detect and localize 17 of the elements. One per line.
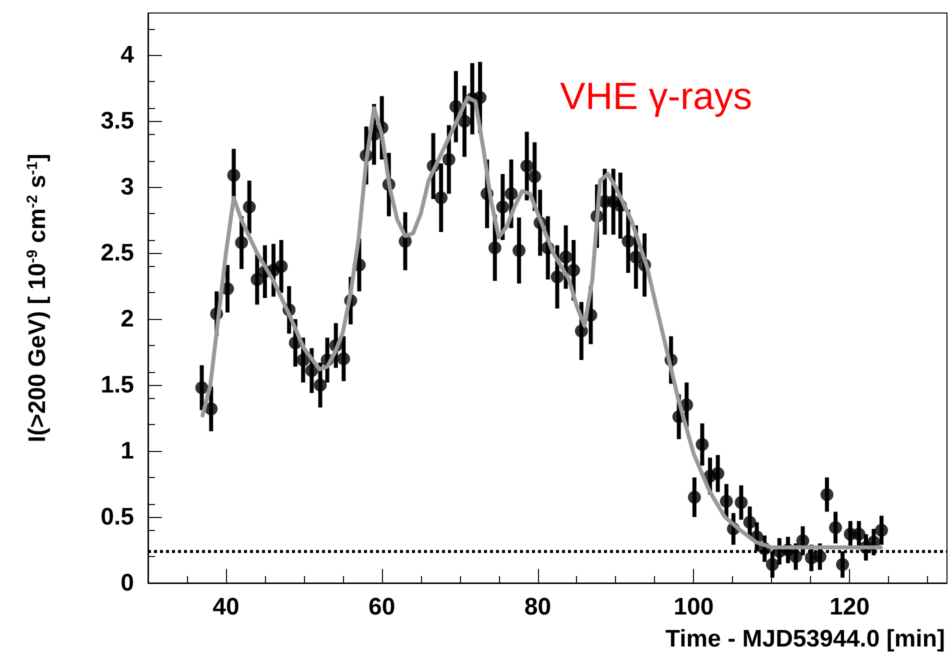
x-tick-label: 120: [830, 594, 870, 620]
y-axis-title: I(>200 GeV) [ 10-9 cm-2 s-1]: [24, 154, 51, 442]
x-tick-label: 40: [212, 594, 240, 620]
y-tick-label: 0.5: [100, 504, 134, 531]
x-tick-label: 100: [674, 594, 714, 620]
x-axis-title: Time - MJD53944.0 [min]: [665, 626, 945, 652]
x-tick-label: 60: [368, 594, 396, 620]
y-tick-label: 1.5: [100, 372, 134, 399]
y-tick-label: 0: [120, 570, 134, 596]
y-tick-label: 2: [120, 306, 134, 333]
y-tick-label: 4: [120, 42, 135, 69]
y-tick-label: 3: [120, 174, 134, 201]
annotation: VHE γ-rays: [560, 76, 752, 118]
y-tick-label: 3.5: [100, 108, 134, 135]
y-tick-label: 2.5: [100, 240, 134, 267]
y-tick-label: 1: [120, 438, 134, 465]
x-tick-label: 80: [524, 594, 552, 620]
